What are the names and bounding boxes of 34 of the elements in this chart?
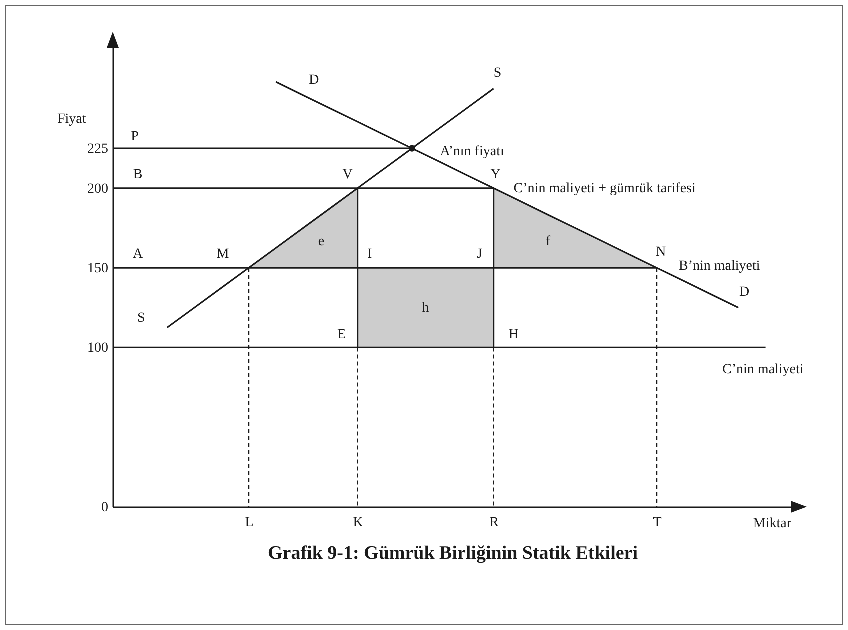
text: D (309, 73, 320, 88)
annotation: h (422, 300, 430, 316)
annotation: Y (490, 167, 501, 182)
annotation: I (367, 247, 372, 262)
annotation: A (132, 247, 144, 262)
annotation: B’nin maliyeti (679, 259, 760, 274)
y-axis-title: Fiyat (58, 112, 86, 128)
annotation: C’nin maliyeti + gümrük tarifesi (514, 181, 696, 196)
x-tick-label: T (653, 516, 662, 530)
text: S (138, 310, 146, 326)
x-tick-label: L (245, 516, 254, 530)
annotation: M (216, 247, 230, 262)
annotation: P (131, 130, 140, 145)
annotation: E (338, 328, 346, 343)
x-tick-label: K (353, 516, 364, 530)
annotation: e (318, 234, 325, 250)
annotation: J (477, 247, 484, 262)
y-tick-label: 225 (88, 142, 108, 158)
y-tick-label: 100 (88, 341, 108, 356)
annotation: H (508, 328, 519, 343)
x-axis-title: Miktar (753, 516, 792, 532)
annotation: C’nin maliyeti (722, 362, 804, 378)
x-tick-label: R (490, 516, 500, 530)
annotation: B (133, 167, 143, 182)
series-label: S (494, 66, 502, 81)
y-tick-label: 150 (88, 262, 108, 277)
annotation: f (546, 234, 551, 250)
annotation: N (656, 245, 666, 260)
annotation: V (342, 167, 353, 182)
series-label: D (740, 284, 750, 300)
y-tick-label: 0 (102, 500, 108, 516)
annotation: A’nın fiyatı (440, 144, 504, 160)
y-tick-label: 200 (88, 182, 108, 197)
text: Grafik 9-1: Gümrük Birliğinin Statik Etkileri (268, 543, 638, 564)
